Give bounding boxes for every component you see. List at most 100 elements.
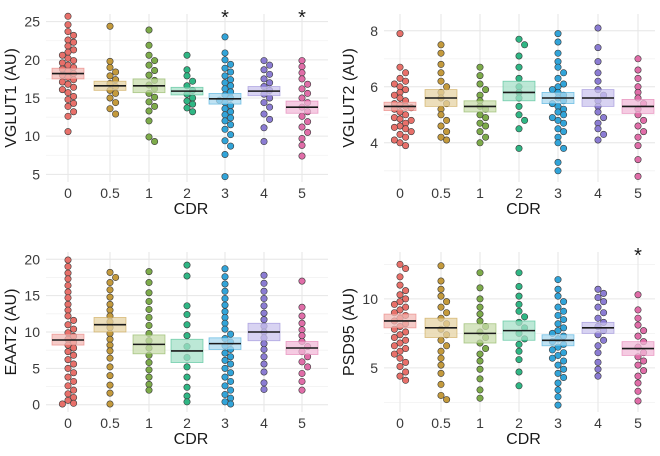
- data-point: [260, 353, 268, 361]
- group-5: [621, 55, 655, 180]
- data-point: [560, 316, 568, 324]
- x-tick-label: 4: [594, 185, 602, 201]
- confidence-band: [502, 80, 536, 102]
- data-point: [64, 300, 72, 308]
- data-point: [221, 287, 229, 295]
- data-point: [70, 92, 78, 100]
- data-point: [106, 335, 114, 343]
- data-point: [260, 99, 268, 107]
- x-tick-label: 2: [515, 415, 523, 431]
- data-point: [183, 302, 191, 310]
- data-point: [476, 72, 484, 80]
- data-point: [600, 309, 608, 317]
- data-point: [640, 128, 648, 136]
- y-tick-label: 10: [24, 324, 40, 340]
- data-point: [221, 151, 229, 159]
- x-axis-title: CDR: [174, 201, 209, 218]
- data-point: [183, 373, 191, 381]
- data-point: [560, 128, 568, 136]
- data-point: [634, 66, 642, 74]
- data-point: [396, 339, 404, 347]
- x-tick-label: 5: [298, 185, 306, 201]
- data-point: [554, 379, 562, 387]
- data-point: [64, 321, 72, 329]
- data-point: [106, 268, 114, 276]
- data-point: [64, 80, 72, 88]
- data-point: [183, 104, 191, 112]
- data-point: [183, 363, 191, 371]
- data-point: [70, 38, 78, 46]
- data-point: [112, 99, 120, 107]
- data-point: [183, 97, 191, 105]
- data-point: [64, 396, 72, 404]
- data-point: [183, 272, 191, 280]
- data-point: [145, 279, 153, 287]
- group-0: [383, 260, 417, 384]
- data-point: [476, 350, 484, 358]
- data-point: [554, 276, 562, 284]
- data-point: [443, 128, 451, 136]
- data-point: [521, 313, 529, 321]
- data-point: [396, 139, 404, 147]
- data-point: [437, 391, 445, 399]
- group-2: [170, 261, 204, 406]
- data-point: [476, 310, 484, 318]
- data-point: [221, 349, 229, 357]
- data-point: [260, 75, 268, 83]
- x-tick-label: 4: [260, 185, 268, 201]
- data-point: [304, 89, 312, 97]
- data-point: [298, 134, 306, 142]
- data-point: [594, 44, 602, 52]
- x-tick-label: 0.5: [100, 415, 120, 431]
- data-point: [402, 111, 410, 119]
- data-point: [64, 364, 72, 372]
- group-4: [247, 271, 281, 393]
- data-point: [298, 69, 306, 77]
- x-tick-label: 1: [476, 185, 484, 201]
- data-point: [227, 377, 235, 385]
- data-point: [437, 285, 445, 293]
- data-point: [183, 392, 191, 400]
- data-point: [634, 74, 642, 82]
- data-point: [70, 57, 78, 65]
- data-point: [634, 314, 642, 322]
- group-2: [502, 269, 536, 390]
- data-point: [260, 279, 268, 287]
- x-tick-label: 1: [145, 185, 153, 201]
- data-point: [227, 131, 235, 139]
- data-point: [437, 303, 445, 311]
- data-point: [221, 137, 229, 145]
- data-point: [594, 58, 602, 66]
- data-point: [112, 273, 120, 281]
- data-point: [407, 128, 415, 136]
- data-point: [227, 369, 235, 377]
- data-point: [266, 115, 274, 123]
- group-3: *: [208, 7, 242, 181]
- group-1: [463, 63, 497, 147]
- data-point: [515, 102, 523, 110]
- data-point: [390, 350, 398, 358]
- data-point: [183, 332, 191, 340]
- group-0: [51, 256, 85, 408]
- data-point: [396, 281, 404, 289]
- data-point: [221, 56, 229, 64]
- data-point: [58, 86, 66, 94]
- x-tick-label: 3: [554, 185, 562, 201]
- data-point: [476, 365, 484, 373]
- data-point: [437, 122, 445, 130]
- data-point: [145, 26, 153, 34]
- data-point: [304, 118, 312, 126]
- data-point: [634, 142, 642, 150]
- data-point: [476, 375, 484, 383]
- significance-star: *: [298, 7, 306, 29]
- data-point: [70, 99, 78, 107]
- data-point: [390, 334, 398, 342]
- data-point: [221, 319, 229, 327]
- data-point: [560, 119, 568, 127]
- data-point: [476, 386, 484, 394]
- data-point: [227, 394, 235, 402]
- data-point: [221, 373, 229, 381]
- group-5: *: [285, 7, 319, 160]
- y-tick-label: 15: [24, 288, 40, 304]
